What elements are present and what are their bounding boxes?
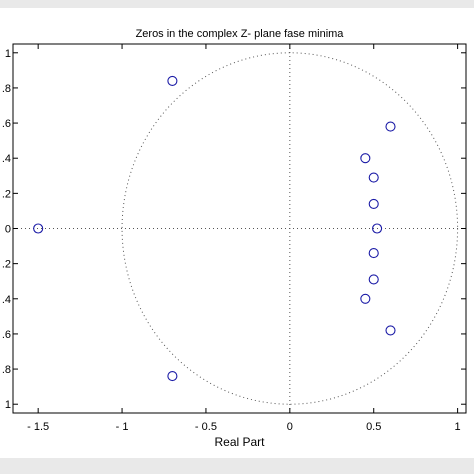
y-tick-label: 1 xyxy=(5,399,11,411)
y-tick-label: .2 xyxy=(2,259,11,271)
y-tick-label: 0 xyxy=(5,224,11,236)
zero-marker xyxy=(372,223,383,234)
zero-marker xyxy=(368,274,379,285)
x-tick-label: 1 xyxy=(455,421,461,433)
y-tick-label: .6 xyxy=(2,118,11,130)
figure-canvas: - 1.5 - 1 - 0.5 0 0.5 1 1 .8 .6 .4 .2 0 .2 .4 .6 .8 1 Ze… xyxy=(0,8,474,458)
chart-title: Zeros in the complex Z- plane fase minim… xyxy=(136,28,345,40)
y-tick-label: .4 xyxy=(2,153,11,165)
zero-marker xyxy=(368,248,379,259)
zero-plot: - 1.5 - 1 - 0.5 0 0.5 1 1 .8 .6 .4 .2 0 .2 .4 .6 .8 1 Ze… xyxy=(2,28,467,449)
x-tick-label: 0.5 xyxy=(366,421,381,433)
x-tick-label: - 1 xyxy=(116,421,129,433)
zero-marker xyxy=(385,325,396,336)
y-tick-label: .4 xyxy=(2,294,11,306)
x-tick-label: 0 xyxy=(287,421,293,433)
x-tick-label: - 0.5 xyxy=(195,421,217,433)
axis-ticks: - 1.5 - 1 - 0.5 0 0.5 1 1 .8 .6 .4 .2 0 .2 .4 .6 .8 1 xyxy=(2,44,466,433)
zero-marker xyxy=(368,172,379,183)
zero-marker xyxy=(368,198,379,209)
zero-markers xyxy=(33,75,396,382)
x-axis-label: Real Part xyxy=(214,435,265,449)
zero-marker xyxy=(360,293,371,304)
zero-marker xyxy=(167,75,178,86)
guide-lines xyxy=(13,44,466,413)
zero-marker xyxy=(167,371,178,382)
y-tick-label: .2 xyxy=(2,188,11,200)
zero-marker xyxy=(33,223,44,234)
y-tick-label: .8 xyxy=(2,83,11,95)
axes-box xyxy=(12,43,467,414)
y-tick-label: 1 xyxy=(5,48,11,60)
y-tick-label: .8 xyxy=(2,364,11,376)
zero-marker xyxy=(385,121,396,132)
x-tick-label: - 1.5 xyxy=(27,421,49,433)
zero-marker xyxy=(360,153,371,164)
y-tick-label: .6 xyxy=(2,329,11,341)
